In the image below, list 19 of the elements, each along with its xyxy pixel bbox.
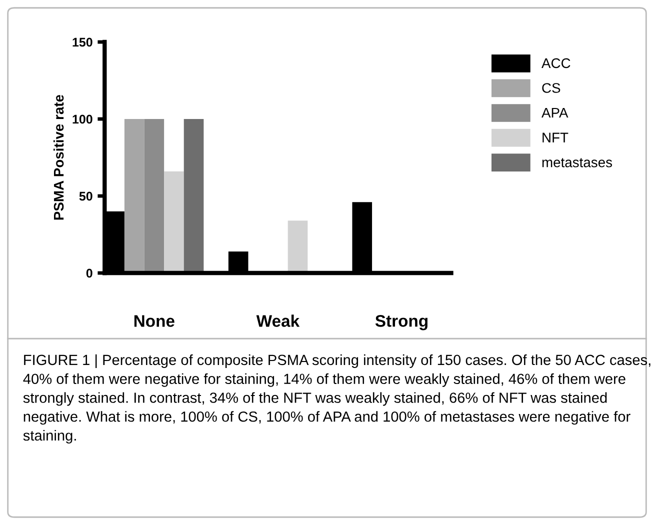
caption: FIGURE 1 | Percentage of composite PSMA scoring intensity of 150 cases. Of the 50 ACC cases, 40% of them were negative for staining, 14% of them were weakly stained, 46% of them were strongly stained. In contrast, 34% of the NFT was weakly stained, 66% of NFT was stained negative. What is more, 100% of CS, 100% of APA and 100% of metastases were negative for staining. <box>23 354 650 444</box>
legend-label: ACC <box>542 58 570 68</box>
bar <box>288 220 308 273</box>
x-tick-label: Strong <box>375 315 428 330</box>
bar <box>184 119 204 273</box>
y-tick-label: 0 <box>86 268 92 278</box>
legend-label: NFT <box>542 132 568 142</box>
y-tick-label: 150 <box>72 38 92 47</box>
y-tick-label: 100 <box>72 114 92 124</box>
y-tick-label: 50 <box>79 192 92 201</box>
bar <box>164 171 184 273</box>
y-axis-title: PSMA Positive rate <box>53 94 64 220</box>
legend-label: CS <box>542 83 560 93</box>
x-tick-label: None <box>134 315 174 327</box>
bar <box>124 119 144 273</box>
x-tick-label: Weak <box>256 314 300 327</box>
legend-label: APA <box>542 108 568 118</box>
bar <box>144 119 164 273</box>
legend-label: metastases <box>542 158 612 168</box>
